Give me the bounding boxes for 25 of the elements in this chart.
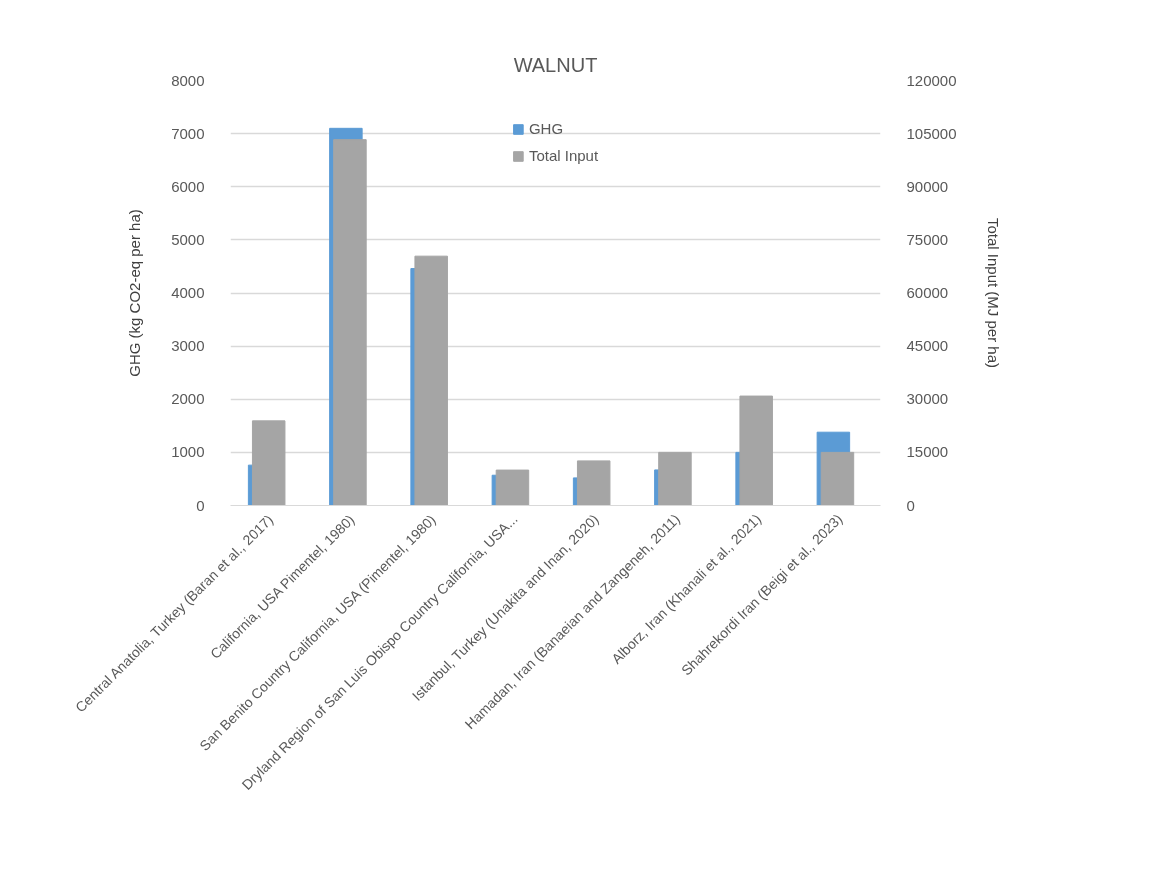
y2-tick-label: 0 [906, 496, 915, 514]
y2-tick-label: 45000 [906, 337, 949, 355]
y2-tick-label: 75000 [906, 230, 949, 248]
y2-tick-label: 105000 [906, 124, 957, 142]
bar [251, 420, 286, 506]
y-tick-label: 7000 [171, 124, 205, 142]
bar [739, 395, 773, 506]
y-tick-label: 3000 [171, 337, 205, 355]
y-tick-label: 1000 [171, 443, 205, 461]
legend-label: GHG [528, 120, 564, 137]
chart-title: WALNUT [513, 53, 598, 76]
y2-tick-label: 90000 [906, 177, 949, 195]
y2-tick-label: 15000 [906, 443, 949, 461]
y-tick-label: 0 [196, 496, 205, 514]
y-tick-label: 6000 [171, 177, 205, 195]
y-tick-label: 8000 [171, 71, 205, 89]
y2-axis-title: Total Input (MJ per ha) [984, 217, 1002, 369]
y-tick-label: 4000 [171, 284, 205, 301]
legend-label: Total Input [528, 147, 599, 164]
y-axis-title: GHG (kg CO2-eq per ha) [126, 209, 144, 377]
y-tick-label: 2000 [171, 390, 205, 408]
y2-tick-label: 60000 [906, 284, 949, 301]
y2-tick-label: 30000 [906, 390, 949, 408]
y-tick-label: 5000 [171, 230, 205, 248]
y2-tick-label: 120000 [906, 71, 957, 89]
